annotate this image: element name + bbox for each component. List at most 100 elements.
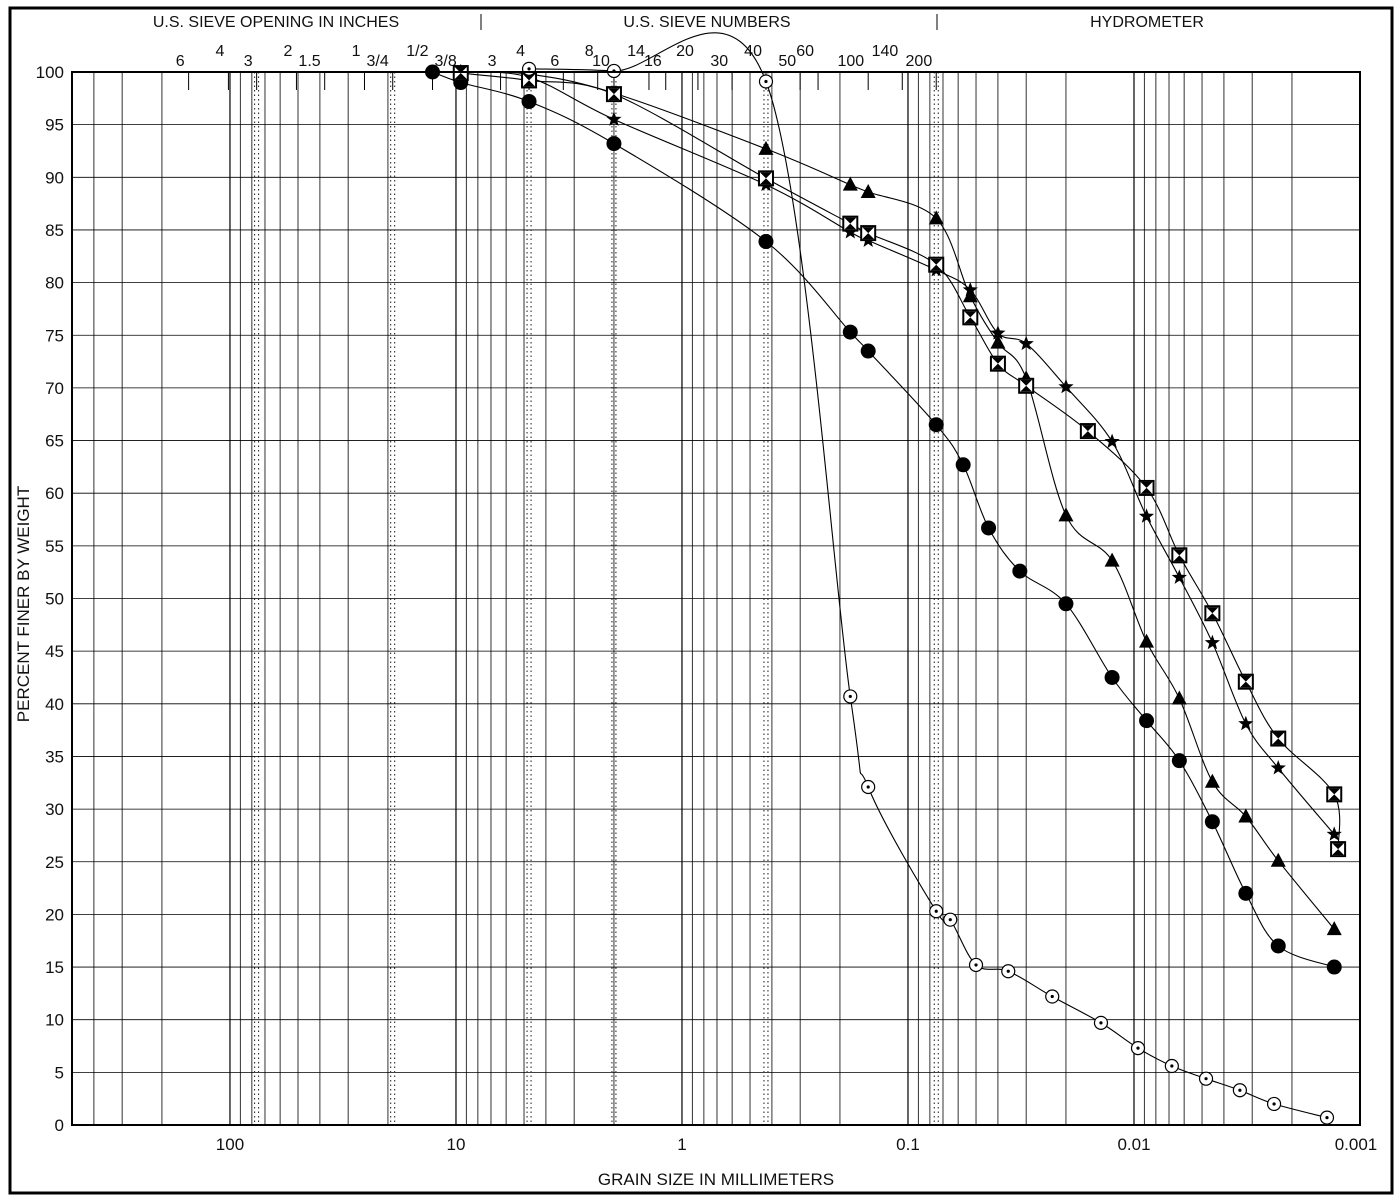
data-point-center-dot [1099,1021,1103,1025]
sieve-size-label: 6 [176,53,185,70]
sieve-size-label: 3/4 [366,53,388,70]
y-axis-label: PERCENT FINER BY WEIGHT [14,486,33,722]
data-point-center-dot [1272,1102,1276,1106]
x-tick-label: 100 [216,1135,244,1154]
data-point-triangle [758,140,774,155]
sieve-size-label: 14 [627,43,645,60]
sieve-size-label: 1/2 [406,43,428,60]
data-point-hourglass [964,311,977,324]
data-point-center-dot [1170,1064,1174,1068]
y-tick-label: 15 [45,958,64,977]
grid [71,71,1361,1126]
data-point-center-dot [1325,1116,1329,1120]
data-point-star [1270,760,1286,775]
data-point-center-dot [1238,1088,1242,1092]
sieve-size-label: 8 [585,43,594,60]
data-point-triangle [1104,552,1120,567]
x-tick-label: 1 [677,1135,686,1154]
data-point-star [1104,433,1120,449]
data-point-triangle [962,288,978,303]
y-tick-label: 55 [45,537,64,556]
header-hydrometer-label: HYDROMETER [1090,14,1204,31]
data-point-circle [928,417,944,433]
data-point-hourglass [991,357,1004,370]
y-tick-label: 0 [55,1116,64,1135]
data-point-hourglass [1332,843,1345,856]
y-tick-label: 40 [45,695,64,714]
data-point-circle [758,234,774,250]
y-tick-label: 60 [45,484,64,503]
data-point-circle [1139,713,1155,729]
data-point-hourglass [930,258,943,271]
header-inches-label: U.S. SIEVE OPENING IN INCHES [153,14,399,31]
y-tick-label: 95 [45,116,64,135]
data-point-triangle [1171,690,1187,705]
sieve-size-label: 3 [244,53,253,70]
data-point-star [1138,508,1155,523]
sieve-size-label: 30 [710,53,728,70]
data-point-center-dot [1204,1077,1208,1081]
data-point-circle [1326,959,1342,975]
data-point-center-dot [848,694,852,699]
data-point-triangle [1326,921,1342,936]
data-point-star [606,111,622,126]
sieve-size-label: 20 [676,43,694,60]
data-point-center-dot [948,918,952,922]
sieve-size-label: 50 [778,53,796,70]
data-point-circle [1012,563,1028,579]
y-tick-label: 5 [55,1063,64,1082]
sieve-size-label: 60 [796,43,814,60]
sieve-size-label: 140 [872,43,899,60]
data-point-hourglass [1239,675,1252,688]
data-point-star [1171,569,1187,584]
data-point-star [1058,378,1074,394]
data-point-star [1326,826,1342,841]
data-point-triangle [1238,808,1254,823]
y-tick-label: 50 [45,590,64,609]
data-point-circle [1270,938,1286,954]
x-axis-label: GRAIN SIZE IN MILLIMETERS [598,1170,834,1189]
sieve-size-label: 40 [744,43,762,60]
data-point-triangle [1058,507,1074,522]
data-point-circle [606,136,622,152]
tick-labels: 0510152025303540455055606570758085909510… [36,63,1378,1154]
sieve-size-label: 2 [284,43,293,60]
data-point-hourglass [759,172,772,185]
x-tick-label: 0.001 [1335,1135,1378,1154]
data-point-center-dot [1136,1046,1140,1050]
data-point-center-dot [934,909,938,913]
y-tick-label: 65 [45,432,64,451]
data-point-triangle [1139,633,1155,648]
data-point-circle [955,457,971,473]
data-point-hourglass [523,74,536,87]
data-point-circle [842,324,858,340]
data-point-triangle [860,184,876,199]
sieve-header: U.S. SIEVE OPENING IN INCHES U.S. SIEVE … [153,14,1204,90]
data-point-circle [1058,596,1074,612]
y-tick-label: 30 [45,800,64,819]
series-markers [425,61,1347,1125]
sieve-size-label: 4 [216,43,225,60]
sieve-size-label: 16 [644,53,662,70]
data-point-triangle [1270,852,1286,867]
x-tick-label: 0.01 [1117,1135,1150,1154]
data-point-hourglass [454,67,467,80]
data-point-hourglass [1140,481,1153,494]
data-point-circle [1171,753,1187,769]
data-point-star [1204,634,1220,650]
data-point-hourglass [1081,425,1094,438]
data-point-triangle [1204,773,1220,788]
sieve-size-label: 100 [837,53,864,70]
header-numbers-label: U.S. SIEVE NUMBERS [623,14,790,31]
chart-frame [8,6,1394,1195]
data-point-hourglass [1272,732,1285,745]
data-point-center-dot [866,785,870,789]
data-point-center-dot [1050,994,1054,999]
sieve-size-label: 200 [906,53,933,70]
data-point-star [990,325,1006,340]
data-point-circle [981,520,997,536]
data-point-circle [860,343,876,359]
data-point-center-dot [1006,969,1010,973]
plot-border [71,71,1361,1126]
y-tick-label: 75 [45,326,64,345]
